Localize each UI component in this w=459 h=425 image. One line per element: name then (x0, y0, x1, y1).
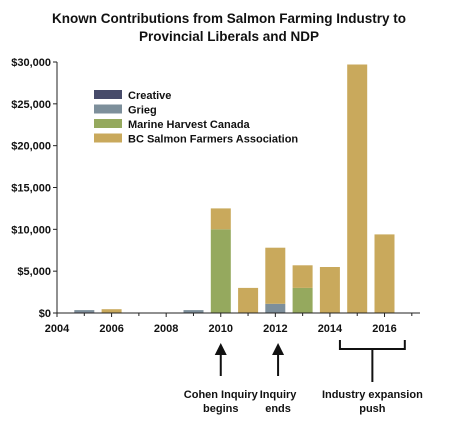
bar-2013-series-2 (292, 287, 313, 313)
bar-2010-series-3 (210, 208, 231, 230)
x-tick-label: 2016 (372, 323, 396, 335)
bar-2012-series-1 (265, 303, 286, 313)
annotation-arrow-head (272, 343, 285, 355)
x-tick-label: 2014 (318, 323, 343, 335)
bar-2014-series-3 (319, 267, 340, 313)
y-tick-label: $30,000 (11, 57, 51, 69)
legend-label: Creative (128, 90, 171, 102)
bar-2010-series-2 (210, 229, 231, 313)
annotation-arrow-head (214, 343, 227, 355)
chart-title: Known Contributions from Salmon Farming … (52, 11, 406, 44)
bar-2012-series-3 (265, 247, 286, 304)
chart-title-line-2: Provincial Liberals and NDP (139, 29, 319, 44)
legend-swatch (94, 104, 122, 114)
bar-2013-series-3 (292, 265, 313, 288)
legend-label: Marine Harvest Canada (128, 119, 251, 131)
annotation-label: Cohen Inquiry (184, 389, 259, 401)
y-tick-label: $5,000 (17, 266, 51, 278)
y-tick-label: $25,000 (11, 99, 51, 111)
legend-label: BC Salmon Farmers Association (128, 134, 298, 146)
axes-layer: $0 $5,000 $10,000 $15,000 $20,000 $25,000 $30,… (11, 57, 420, 335)
x-tick-label: 2010 (209, 323, 233, 335)
x-tick-label: 2012 (263, 323, 287, 335)
annotation-bracket (338, 340, 406, 350)
y-tick-label: $20,000 (11, 141, 51, 153)
annotations-layer: Cohen Inquiry begins Inquiry ends Industry e… (184, 340, 423, 415)
y-tick-label: $15,000 (11, 183, 51, 195)
bar-2016-series-3 (374, 234, 395, 313)
legend-swatch (94, 119, 122, 128)
legend-label: Grieg (128, 105, 157, 117)
annotation-label: begins (203, 403, 238, 415)
annotation-label: Inquiry (260, 389, 298, 401)
annotation-label: ends (265, 403, 291, 415)
x-tick-label: 2004 (45, 323, 70, 335)
legend-swatch (94, 133, 122, 143)
bar-2005-series-1 (74, 310, 95, 313)
bar-2006-series-3 (101, 309, 122, 313)
bar-2011-series-3 (238, 287, 259, 313)
x-tick-label: 2006 (99, 323, 123, 335)
y-tick-label: $10,000 (11, 224, 51, 236)
y-tick-label: $0 (39, 308, 51, 320)
bars-layer (74, 64, 395, 313)
chart-title-line-1: Known Contributions from Salmon Farming … (52, 11, 406, 26)
annotation-label: push (359, 403, 386, 415)
bar-2015-series-3 (347, 64, 368, 313)
legend: Creative Grieg Marine Harvest Canada BC Sal… (94, 90, 298, 146)
legend-swatch (94, 90, 122, 99)
bar-2009-series-1 (183, 310, 204, 313)
x-tick-label: 2008 (154, 323, 178, 335)
annotation-label: Industry expansion (322, 389, 423, 401)
